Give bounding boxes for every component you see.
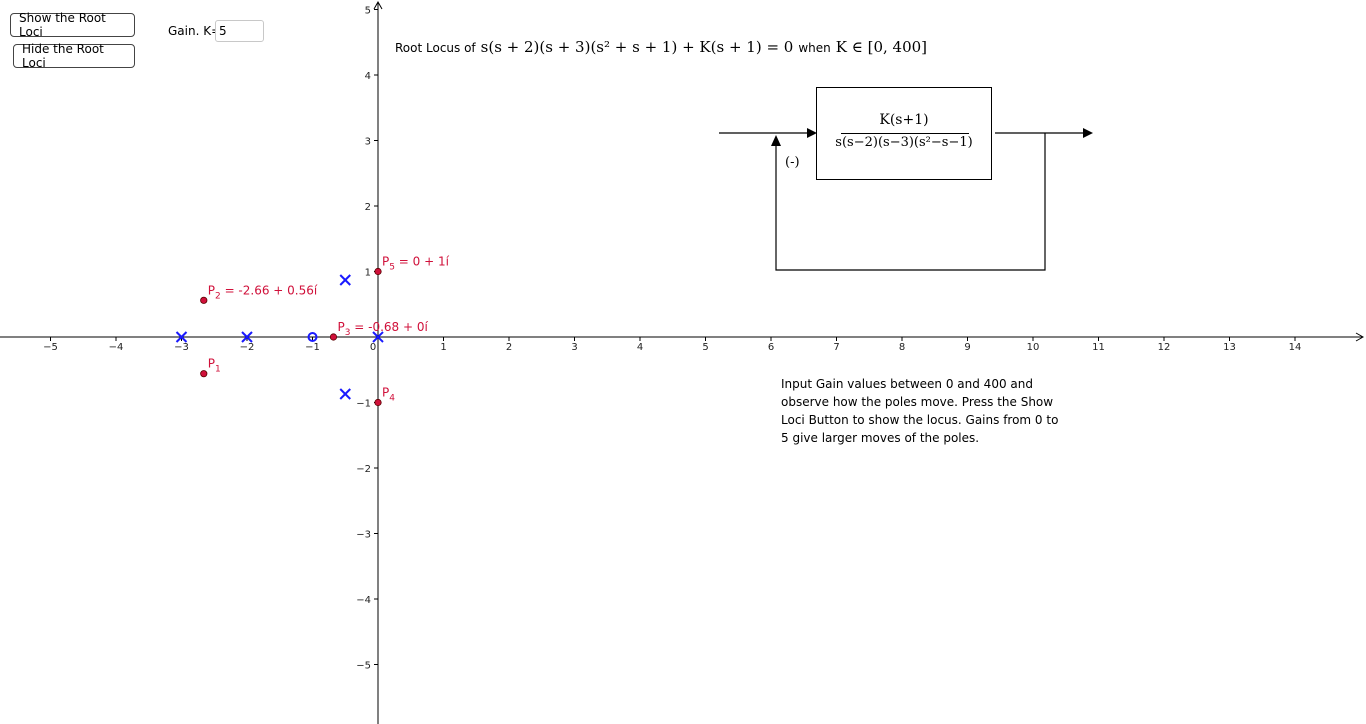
tf-denominator: s(s−2)(s−3)(s²−s−1) [835,135,973,150]
x-tick-label: −4 [109,342,124,353]
output-arrow [1083,128,1093,138]
x-tick-label: −2 [240,342,255,353]
closed-loop-pole-point [329,333,338,341]
x-tick-label: 11 [1092,342,1105,353]
open-loop-pole-marker [339,388,351,400]
closed-loop-pole-point [200,370,208,378]
x-tick-label: 10 [1027,342,1040,353]
y-tick-label: −5 [356,661,371,672]
closed-loop-pole-point [374,267,382,276]
closed-loop-pole-label: P1 [208,357,221,375]
closed-loop-pole-label: P3 = -0.68 + 0í [337,320,428,338]
title-prefix: Root Locus of [395,41,476,55]
x-tick-label: 14 [1289,342,1302,353]
y-tick-label: 5 [365,6,371,17]
x-tick-label: −5 [43,342,58,353]
x-tick-label: −3 [174,342,189,353]
open-loop-pole-marker [339,274,351,286]
open-loop-pole-marker [241,331,253,343]
title-equation: s(s + 2)(s + 3)(s² + s + 1) + K(s + 1) =… [480,38,794,56]
closed-loop-pole-point [374,398,382,407]
x-tick-label: 1 [440,342,446,353]
x-tick-label: 7 [833,342,839,353]
feedback-sign-label: (-) [785,155,800,170]
x-tick-label: −1 [305,342,320,353]
gain-input[interactable] [215,20,264,42]
y-tick-label: −3 [356,530,371,541]
y-tick-label: 3 [365,137,371,148]
x-tick-label: 0 [370,342,376,353]
x-axis-arrow [1355,332,1365,342]
y-tick-label: 1 [365,268,371,279]
open-loop-pole-marker [175,331,188,343]
transfer-function-block: K(s+1) s(s−2)(s−3)(s²−s−1) [816,87,992,180]
show-root-loci-button[interactable]: Show the Root Loci [10,11,135,39]
y-axis-arrow [373,0,383,10]
instructions-text: Input Gain values between 0 and 400 and … [781,377,1059,445]
root-locus-title: Root Locus of s(s + 2)(s + 3)(s² + s + 1… [395,38,927,56]
input-arrow [807,128,817,138]
open-loop-pole-marker [372,331,384,343]
y-tick-label: 4 [365,71,371,82]
x-tick-label: 2 [506,342,512,353]
closed-loop-pole-label: P5 = 0 + 1í [382,255,450,273]
x-tick-label: 9 [964,342,970,353]
gain-label: Gain. K= [168,24,222,38]
feedback-path [775,133,1046,271]
hide-root-loci-button[interactable]: Hide the Root Loci [13,42,135,70]
title-range: K ∈ [0, 400] [835,38,928,56]
tf-numerator: K(s+1) [879,112,929,128]
x-tick-label: 8 [899,342,905,353]
y-tick-label: −1 [356,399,371,410]
title-when: when [798,41,831,55]
closed-loop-pole-label: P4 [382,386,395,404]
feedback-arrow [771,135,781,146]
x-tick-label: 12 [1158,342,1171,353]
closed-loop-pole-label: P2 = -2.66 + 0.56í [208,283,318,301]
x-tick-label: 3 [571,342,577,353]
closed-loop-pole-point [200,296,208,304]
x-tick-label: 13 [1223,342,1236,353]
x-tick-label: 4 [637,342,643,353]
y-tick-label: −4 [356,595,371,606]
tf-fraction-bar [841,133,969,134]
x-tick-label: 6 [768,342,774,353]
y-tick-label: −2 [356,464,371,475]
y-tick-label: 2 [365,202,371,213]
open-loop-zero-marker [307,332,318,342]
block-diagram-lines [719,128,1093,271]
x-tick-label: 5 [702,342,708,353]
